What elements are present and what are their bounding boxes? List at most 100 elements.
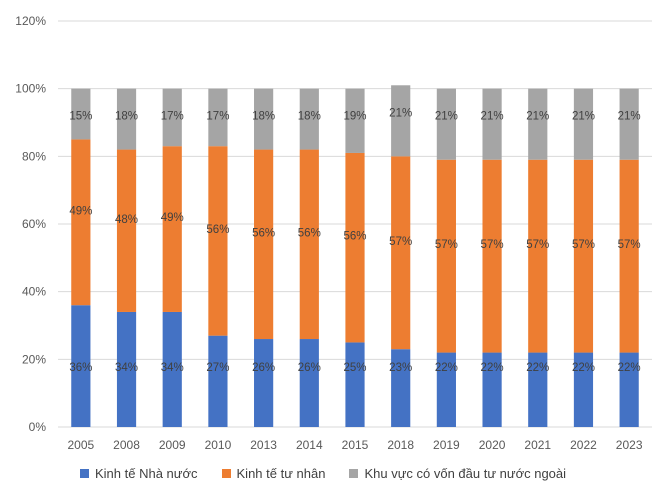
y-tick-label: 0% [29,420,47,434]
y-tick-label: 60% [22,217,46,231]
bar-segment [391,349,411,427]
legend: Kinh tế Nhà nước Kinh tế tư nhân Khu vực… [80,466,566,481]
data-label: 49% [69,205,92,217]
x-tick-label: 2005 [67,438,94,452]
bar-segment [482,88,502,160]
bar-segment [436,88,456,160]
y-tick-label: 120% [15,14,46,28]
bar-segment [345,152,365,343]
x-tick-label: 2022 [570,438,597,452]
data-label: 15% [69,111,92,123]
data-label: 49% [161,212,184,224]
data-label: 21% [435,111,458,123]
data-label: 57% [526,239,549,251]
data-label: 22% [526,362,549,374]
bar-segment [162,146,182,312]
legend-item-state: Kinh tế Nhà nước [80,466,198,481]
legend-item-private: Kinh tế tư nhân [221,466,326,481]
bar-segment [208,146,228,336]
data-label: 22% [435,362,458,374]
data-label: 21% [572,111,595,123]
bar-segment [254,149,274,340]
legend-label-state: Kinh tế Nhà nước [95,466,198,481]
data-label: 25% [343,362,366,374]
bar-segment [299,88,319,150]
data-label: 57% [618,239,641,251]
data-label: 21% [389,107,412,119]
data-label: 21% [526,111,549,123]
data-label: 18% [115,111,138,123]
bar-segment [116,311,137,427]
x-tick-label: 2014 [296,438,323,452]
y-tick-label: 20% [22,352,46,366]
data-label: 22% [572,362,595,374]
bar-segment [573,352,594,427]
data-label: 57% [389,236,412,248]
y-tick-label: 100% [15,82,46,96]
x-tick-label: 2018 [387,438,414,452]
y-tick-label: 40% [22,285,46,299]
x-tick-label: 2019 [433,438,460,452]
legend-swatch-private [221,469,231,478]
bar-segment [619,88,639,160]
data-labels: 36% 49% 15% 34% 48% 18% 34% 49% 17% 27% 56% 17% 26% 5… [69,107,640,374]
legend-swatch-state [80,469,89,478]
bars [71,85,639,427]
bar-segment [162,88,182,147]
data-label: 34% [161,362,184,374]
data-label: 18% [298,111,321,123]
data-label: 19% [343,111,366,123]
data-label: 26% [298,362,321,374]
x-tick-label: 2013 [250,438,277,452]
bar-segment [528,352,548,427]
bar-segment [436,159,456,353]
data-label: 57% [481,239,504,251]
legend-item-fdi: Khu vực có vốn đầu tư nước ngoài [349,466,566,481]
data-label: 34% [115,362,138,374]
x-tick-label: 2021 [524,438,551,452]
bar-segment [116,149,137,312]
bar-segment [436,352,456,427]
bar-segment [208,335,228,427]
x-tick-label: 2015 [342,438,369,452]
data-label: 21% [618,111,641,123]
bar-segment [619,352,639,427]
y-axis-ticks: 0% 20% 40% 60% 80% 100% 120% [15,14,46,434]
legend-label-private: Kinh tế tư nhân [236,466,326,481]
bar-segment [116,88,137,150]
data-label: 27% [206,362,229,374]
bar-segment [482,159,502,353]
y-tick-label: 80% [22,149,46,163]
x-tick-label: 2009 [159,438,186,452]
bar-segment [299,149,319,340]
bar-segment [299,339,319,427]
bar-segment [345,342,365,427]
data-label: 48% [115,214,138,226]
x-tick-label: 2023 [616,438,643,452]
bar-segment [345,88,365,153]
data-label: 22% [481,362,504,374]
bar-segment [528,88,548,160]
data-label: 56% [343,231,366,243]
bar-segment [71,139,91,306]
data-label: 56% [252,227,275,239]
x-tick-label: 2020 [479,438,506,452]
bar-segment [71,88,91,140]
bar-segment [208,88,228,147]
bar-segment [391,156,411,350]
bar-segment [162,311,182,427]
data-label: 56% [298,227,321,239]
bar-segment [528,159,548,353]
data-label: 36% [69,362,92,374]
bar-segment [391,85,411,157]
x-axis-ticks: 2005 2008 2009 2010 2013 2014 2015 2018 2019 2020… [67,438,642,452]
data-label: 21% [481,111,504,123]
bar-segment [619,159,639,353]
data-label: 17% [161,111,184,123]
legend-swatch-fdi [349,469,359,478]
data-label: 57% [435,239,458,251]
data-label: 57% [572,239,595,251]
bar-segment [254,339,274,427]
x-tick-label: 2008 [113,438,140,452]
